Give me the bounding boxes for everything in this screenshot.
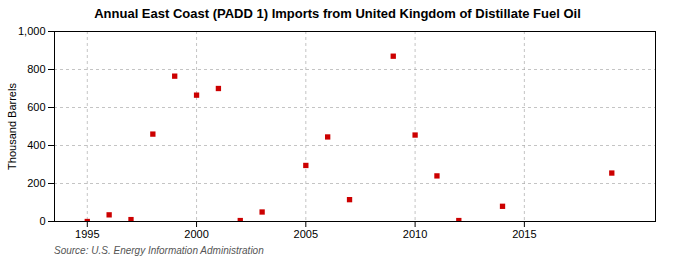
svg-text:2005: 2005	[294, 228, 318, 240]
svg-text:2000: 2000	[184, 228, 208, 240]
svg-text:2010: 2010	[403, 228, 427, 240]
svg-text:400: 400	[27, 139, 45, 151]
html-text:Annual East Coast (PADD 1) Imp: Annual East Coast (PADD 1) Imports from …	[94, 6, 581, 21]
svg-text:600: 600	[27, 101, 45, 113]
svg-text:2015: 2015	[512, 228, 536, 240]
svg-text:800: 800	[27, 63, 45, 75]
svg-text:1995: 1995	[75, 228, 99, 240]
svg-text:200: 200	[27, 177, 45, 189]
html-text:Source: U.S. Energy Informatio: Source: U.S. Energy Information Administ…	[54, 245, 264, 256]
svg-text:1,000: 1,000	[18, 25, 46, 37]
svg-text:0: 0	[39, 215, 45, 227]
svg-text:Thousand Barrels: Thousand Barrels	[6, 83, 18, 170]
